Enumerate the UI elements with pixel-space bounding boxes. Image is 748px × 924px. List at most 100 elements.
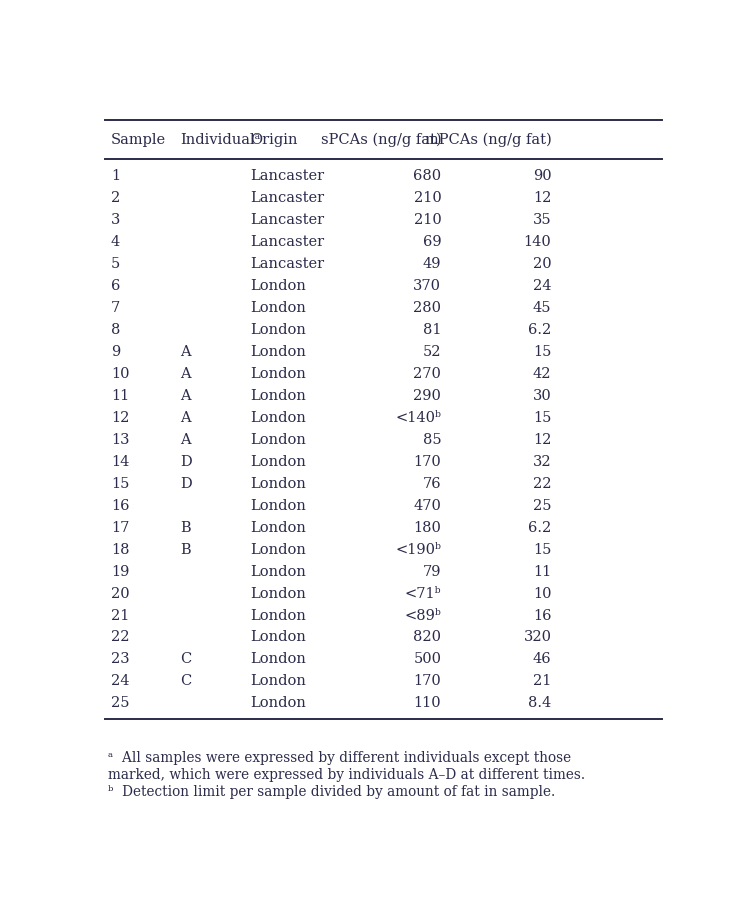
Text: London: London [250, 499, 306, 513]
Text: Sample: Sample [111, 133, 166, 147]
Text: 4: 4 [111, 236, 120, 249]
Text: Individualᵃ: Individualᵃ [180, 133, 261, 147]
Text: London: London [250, 542, 306, 556]
Text: 19: 19 [111, 565, 129, 578]
Text: Lancaster: Lancaster [250, 257, 324, 271]
Text: 9: 9 [111, 345, 120, 359]
Text: 52: 52 [423, 345, 441, 359]
Text: 18: 18 [111, 542, 129, 556]
Text: London: London [250, 411, 306, 425]
Text: 20: 20 [111, 587, 129, 601]
Text: A: A [180, 432, 191, 447]
Text: 270: 270 [414, 367, 441, 381]
Text: 22: 22 [111, 630, 129, 645]
Text: D: D [180, 455, 192, 468]
Text: 49: 49 [423, 257, 441, 271]
Text: 23: 23 [111, 652, 129, 666]
Text: London: London [250, 301, 306, 315]
Text: 11: 11 [111, 389, 129, 403]
Text: 30: 30 [533, 389, 551, 403]
Text: 11: 11 [533, 565, 551, 578]
Text: 140: 140 [524, 236, 551, 249]
Text: 24: 24 [111, 675, 129, 688]
Text: B: B [180, 521, 191, 535]
Text: 76: 76 [423, 477, 441, 491]
Text: A: A [180, 411, 191, 425]
Text: London: London [250, 477, 306, 491]
Text: 290: 290 [414, 389, 441, 403]
Text: London: London [250, 630, 306, 645]
Text: <140ᵇ: <140ᵇ [396, 411, 441, 425]
Text: 25: 25 [533, 499, 551, 513]
Text: 6: 6 [111, 279, 120, 293]
Text: 370: 370 [414, 279, 441, 293]
Text: 680: 680 [413, 169, 441, 183]
Text: 17: 17 [111, 521, 129, 535]
Text: A: A [180, 389, 191, 403]
Text: <71ᵇ: <71ᵇ [405, 587, 441, 601]
Text: A: A [180, 345, 191, 359]
Text: 13: 13 [111, 432, 129, 447]
Text: London: London [250, 521, 306, 535]
Text: sPCAs (ng/g fat): sPCAs (ng/g fat) [321, 133, 441, 147]
Text: 25: 25 [111, 697, 129, 711]
Text: 21: 21 [533, 675, 551, 688]
Text: 6.2: 6.2 [528, 521, 551, 535]
Text: Origin: Origin [250, 133, 298, 147]
Text: C: C [180, 675, 191, 688]
Text: 15: 15 [533, 411, 551, 425]
Text: 79: 79 [423, 565, 441, 578]
Text: 21: 21 [111, 609, 129, 623]
Text: 8.4: 8.4 [528, 697, 551, 711]
Text: 500: 500 [414, 652, 441, 666]
Text: 35: 35 [533, 213, 551, 227]
Text: 470: 470 [414, 499, 441, 513]
Text: ᵃ  All samples were expressed by different individuals except those: ᵃ All samples were expressed by differen… [108, 750, 571, 765]
Text: Lancaster: Lancaster [250, 236, 324, 249]
Text: 46: 46 [533, 652, 551, 666]
Text: <190ᵇ: <190ᵇ [396, 542, 441, 556]
Text: 12: 12 [111, 411, 129, 425]
Text: ᵇ  Detection limit per sample divided by amount of fat in sample.: ᵇ Detection limit per sample divided by … [108, 784, 555, 798]
Text: 12: 12 [533, 432, 551, 447]
Text: C: C [180, 652, 191, 666]
Text: 280: 280 [414, 301, 441, 315]
Text: 320: 320 [524, 630, 551, 645]
Text: A: A [180, 367, 191, 381]
Text: 110: 110 [414, 697, 441, 711]
Text: 22: 22 [533, 477, 551, 491]
Text: London: London [250, 279, 306, 293]
Text: 45: 45 [533, 301, 551, 315]
Text: 20: 20 [533, 257, 551, 271]
Text: 2: 2 [111, 191, 120, 205]
Text: 210: 210 [414, 213, 441, 227]
Text: 6.2: 6.2 [528, 323, 551, 337]
Text: 42: 42 [533, 367, 551, 381]
Text: 15: 15 [533, 542, 551, 556]
Text: 3: 3 [111, 213, 120, 227]
Text: B: B [180, 542, 191, 556]
Text: 10: 10 [533, 587, 551, 601]
Text: 170: 170 [414, 675, 441, 688]
Text: Lancaster: Lancaster [250, 213, 324, 227]
Text: 210: 210 [414, 191, 441, 205]
Text: 90: 90 [533, 169, 551, 183]
Text: London: London [250, 609, 306, 623]
Text: London: London [250, 652, 306, 666]
Text: 1: 1 [111, 169, 120, 183]
Text: Lancaster: Lancaster [250, 169, 324, 183]
Text: mPCAs (ng/g fat): mPCAs (ng/g fat) [425, 133, 551, 147]
Text: London: London [250, 697, 306, 711]
Text: Lancaster: Lancaster [250, 191, 324, 205]
Text: 7: 7 [111, 301, 120, 315]
Text: 12: 12 [533, 191, 551, 205]
Text: <89ᵇ: <89ᵇ [405, 609, 441, 623]
Text: 15: 15 [533, 345, 551, 359]
Text: 24: 24 [533, 279, 551, 293]
Text: London: London [250, 565, 306, 578]
Text: 170: 170 [414, 455, 441, 468]
Text: London: London [250, 455, 306, 468]
Text: London: London [250, 432, 306, 447]
Text: D: D [180, 477, 192, 491]
Text: London: London [250, 367, 306, 381]
